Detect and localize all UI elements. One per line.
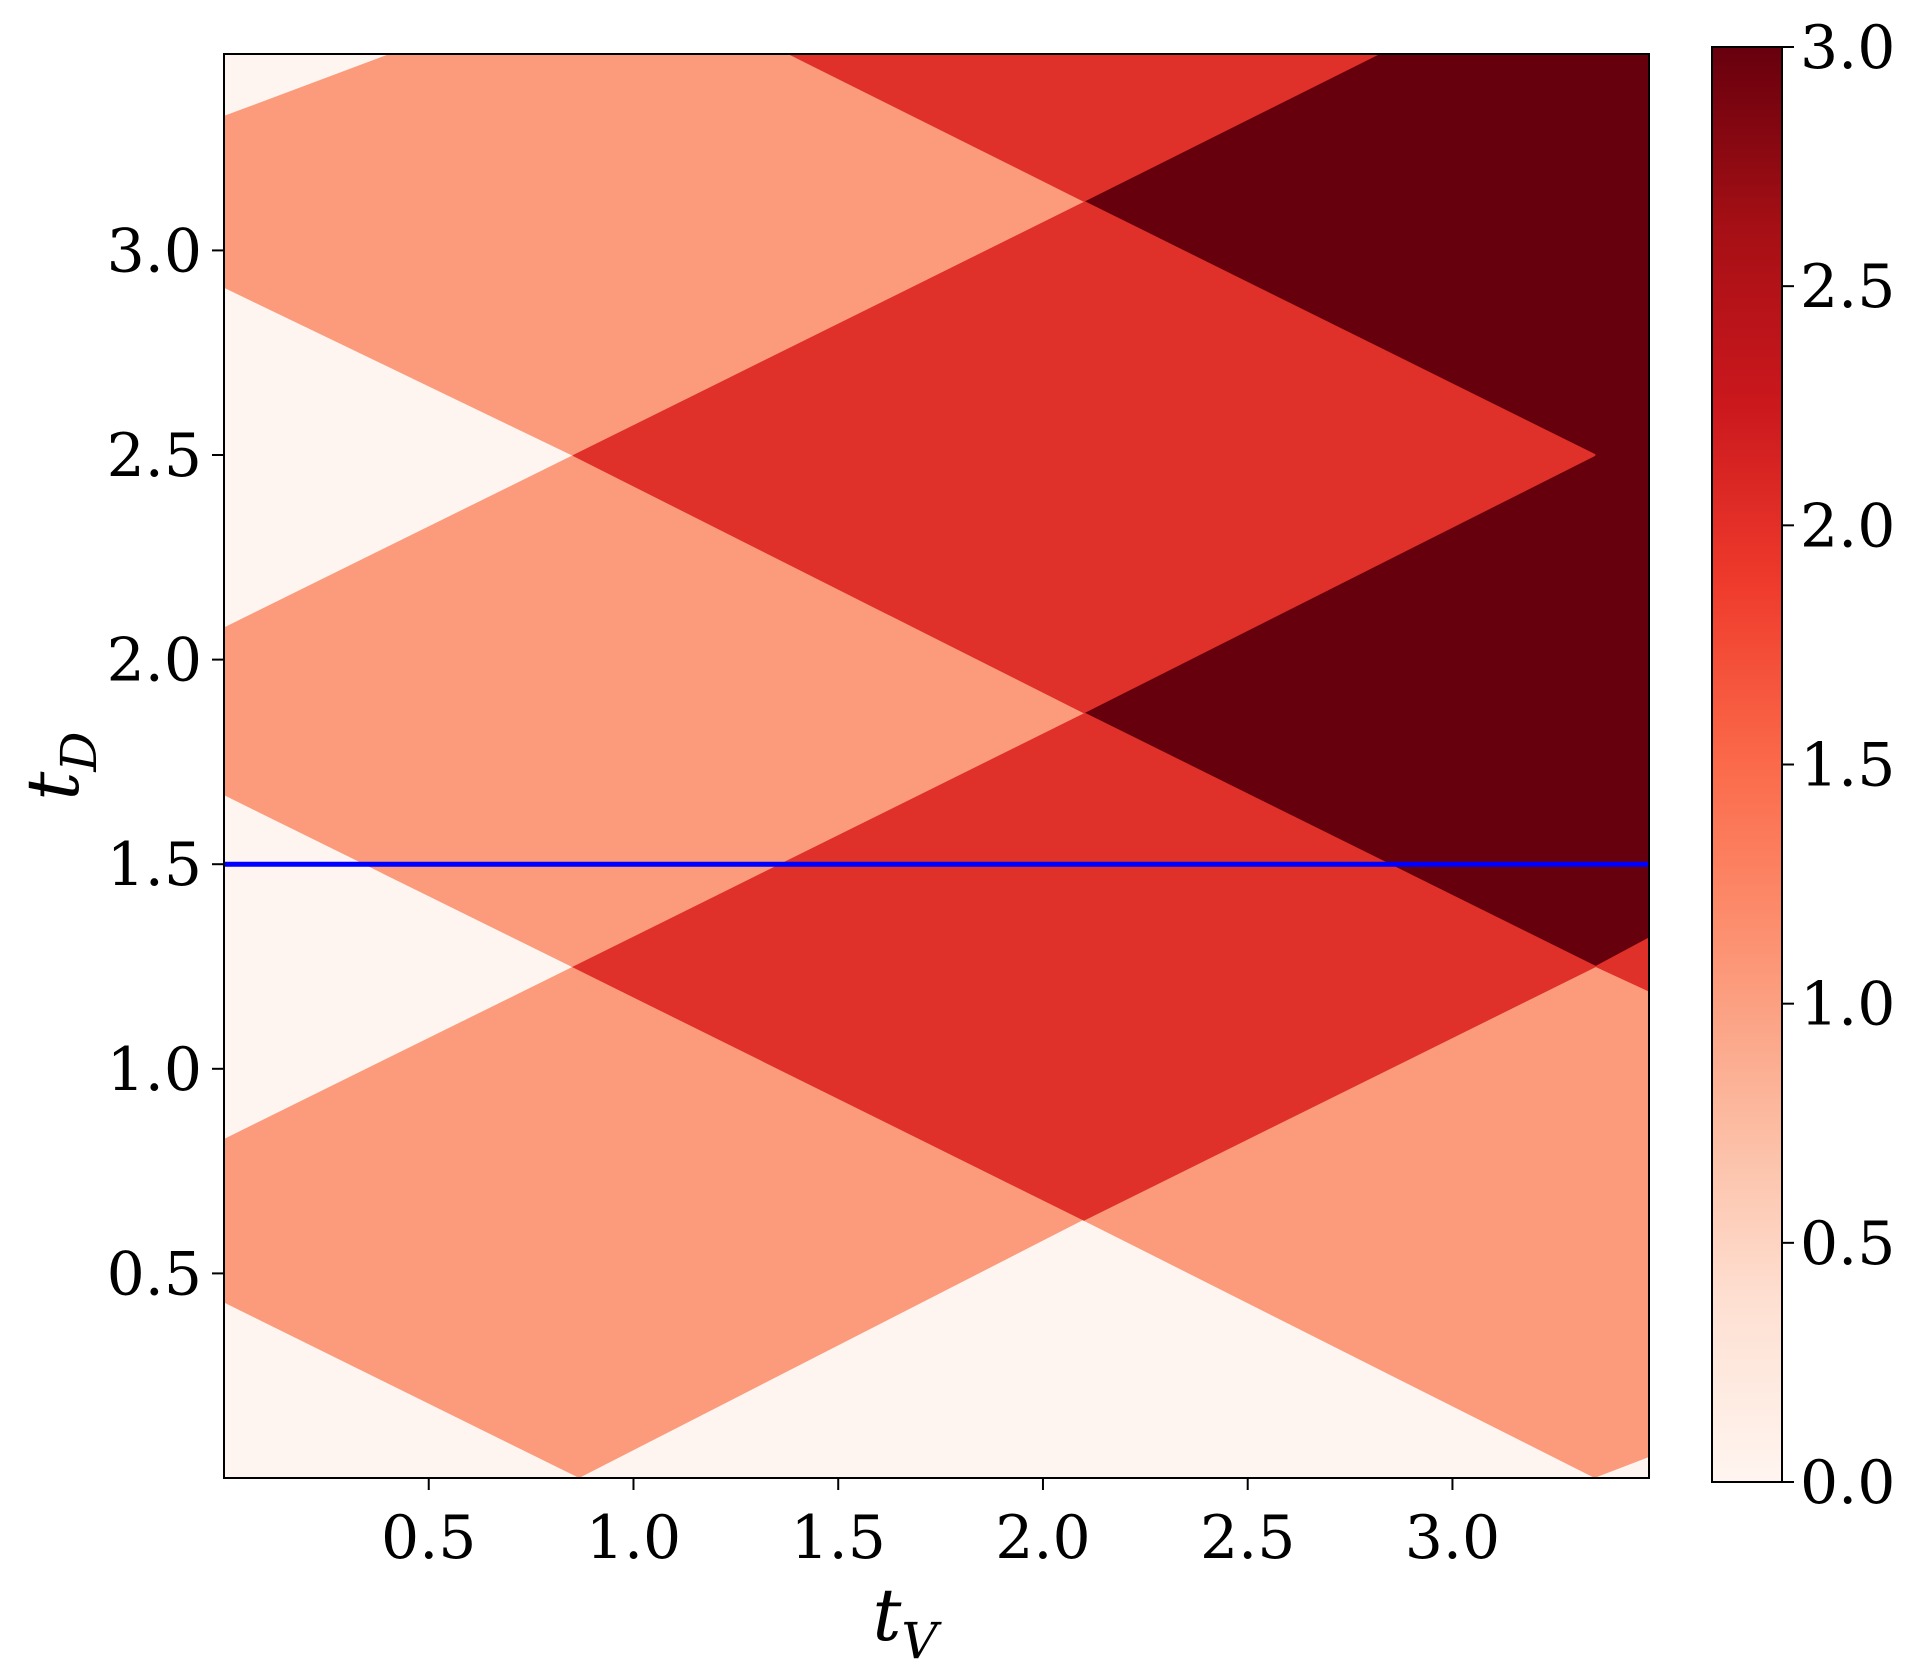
x-tick-label: 3.0 <box>1405 1503 1500 1573</box>
y-tick-label: 2.5 <box>107 421 202 491</box>
heatmap-region-13 <box>224 54 388 116</box>
heatmap-region-14 <box>788 54 1379 202</box>
colorbar-tick-label: 3.0 <box>1800 13 1895 83</box>
heatmap-region-12 <box>224 54 1086 456</box>
x-tick-label: 2.5 <box>1200 1503 1295 1573</box>
plot-frame <box>223 53 1650 1479</box>
colorbar-axis: 0.0 0.5 1.0 1.5 2.0 2.5 3.0 <box>1782 13 1895 1518</box>
colorbar-tick-label: 0.5 <box>1800 1209 1895 1279</box>
y-axis: 0.5 1.0 1.5 2.0 2.5 3.0 <box>107 216 224 1309</box>
heatmap-region-8 <box>1594 937 1649 992</box>
colorbar-tick-label: 1.5 <box>1800 731 1895 801</box>
x-tick-label: 1.0 <box>586 1503 681 1573</box>
y-tick-label: 2.0 <box>107 626 202 696</box>
x-tick-label: 0.5 <box>381 1503 476 1573</box>
x-axis: 0.5 1.0 1.5 2.0 2.5 3.0 <box>381 1478 1500 1573</box>
heatmap-region-15 <box>1594 425 1649 485</box>
y-tick-label: 1.0 <box>107 1035 202 1105</box>
x-tick-label: 1.5 <box>791 1503 886 1573</box>
y-axis-label: tD <box>11 731 108 800</box>
y-tick-label: 0.5 <box>107 1239 202 1309</box>
heatmap-regions <box>224 54 1649 1478</box>
colorbar-tick-label: 2.5 <box>1800 252 1895 322</box>
x-tick-label: 2.0 <box>995 1503 1090 1573</box>
colorbar-tick-label: 2.0 <box>1800 491 1895 561</box>
x-axis-label: tV <box>872 1573 942 1668</box>
heatmap-region-5 <box>1595 1456 1649 1478</box>
colorbar-tick-label: 0.0 <box>1800 1448 1895 1518</box>
y-tick-label: 3.0 <box>107 216 202 286</box>
y-tick-label: 1.5 <box>107 830 202 900</box>
colorbar-tick-label: 1.0 <box>1800 970 1895 1040</box>
colorbar <box>1711 46 1783 1483</box>
